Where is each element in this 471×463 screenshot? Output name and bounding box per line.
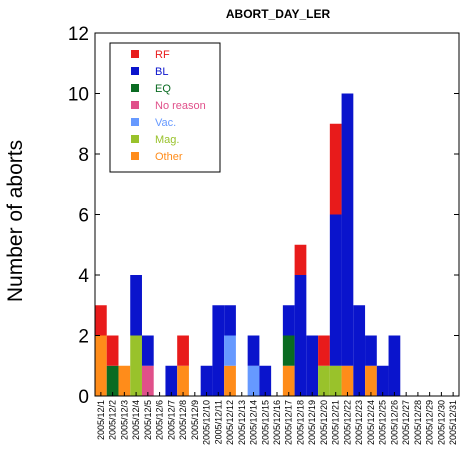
y-tick-label: 6 [78, 206, 89, 227]
x-ticks: 2005/12/1 2005/12/2 2005/12/3 2005/12/4 2005… [96, 392, 458, 445]
x-tick-label: 2005/12/22 [342, 400, 352, 445]
x-tick-label: 2005/12/5 [143, 400, 153, 440]
x-tick-label: 2005/12/12 [225, 400, 235, 445]
y-axis-label: Number of aborts [4, 140, 27, 302]
x-tick-label: 2005/12/23 [354, 400, 364, 445]
x-tick-label: 2005/12/3 [119, 400, 129, 440]
bar-segment-bl-5 [141, 335, 154, 366]
bar-segment-other-8 [177, 365, 189, 396]
y-tick-label: 10 [68, 85, 89, 106]
x-tick-label: 2005/12/9 [190, 400, 200, 440]
legend-label-eq: EQ [155, 83, 171, 95]
bar-segment-other-3 [118, 365, 131, 396]
legend-swatch-no-reason [131, 101, 139, 109]
x-tick-label: 2005/12/25 [378, 400, 388, 445]
x-tick-label: 2005/12/29 [425, 400, 435, 445]
legend-label-rf: RF [155, 49, 170, 61]
bar-segment-bl-15 [259, 365, 272, 396]
x-tick-label: 2005/12/27 [401, 400, 411, 445]
bar-segment-bl-21 [329, 214, 342, 366]
bar-segment-bl-12 [224, 305, 236, 336]
legend-swatch-bl [131, 67, 139, 75]
y-ticks: 0 2 4 6 8 10 12 [68, 24, 459, 408]
bar-segment-bl-24 [365, 335, 377, 366]
legend-swatch-rf [131, 50, 139, 58]
bar-segment-bl-23 [353, 305, 366, 396]
x-tick-label: 2005/12/13 [237, 400, 247, 445]
x-tick-label: 2005/12/7 [166, 400, 176, 440]
bar-segment-vac--14 [247, 365, 260, 396]
bar-segment-other-22 [341, 365, 354, 396]
bar-segment-other-1 [95, 335, 107, 396]
bar-segment-rf-18 [294, 244, 307, 275]
bar-segment-rf-8 [177, 335, 189, 366]
bar-segment-bl-7 [165, 365, 178, 396]
x-tick-label: 2005/12/24 [366, 400, 376, 445]
y-tick-label: 8 [78, 145, 89, 166]
y-tick-label: 12 [68, 24, 89, 45]
x-tick-label: 2005/12/1 [96, 400, 106, 440]
bar-segment-bl-11 [212, 305, 225, 396]
bar-segment-eq-2 [106, 365, 119, 396]
legend-box [109, 42, 221, 173]
x-tick-label: 2005/12/26 [389, 400, 399, 445]
bar-segment-rf-20 [318, 335, 330, 366]
bar-segment-bl-4 [130, 275, 142, 336]
bar-segment-other-12 [224, 365, 236, 396]
bar-segment-bl-10 [200, 365, 213, 396]
legend-swatch-other [131, 152, 139, 160]
legend-swatch-vac- [131, 118, 139, 126]
legend-label-vac-: Vac. [155, 117, 176, 129]
bar-segment-eq-17 [282, 335, 295, 366]
bar-segment-bl-17 [282, 305, 295, 336]
legend: RF BL EQ No reason Vac. Mag. Other [109, 42, 221, 173]
x-tick-label: 2005/12/18 [295, 400, 305, 445]
bar-segment-bl-18 [294, 275, 307, 396]
bar-segment-other-17 [282, 365, 295, 396]
bar-segment-other-24 [365, 365, 377, 396]
x-tick-label: 2005/12/15 [260, 400, 270, 445]
bars-layer [95, 93, 401, 396]
x-tick-label: 2005/12/31 [448, 400, 458, 445]
y-tick-label: 2 [78, 327, 89, 348]
x-tick-label: 2005/12/4 [131, 400, 141, 440]
legend-label-mag-: Mag. [155, 134, 179, 146]
legend-label-no-reason: No reason [155, 100, 206, 112]
x-tick-label: 2005/12/8 [178, 400, 188, 440]
bar-segment-no-reason-5 [141, 365, 154, 396]
x-tick-label: 2005/12/28 [413, 400, 423, 445]
bar-segment-bl-19 [306, 335, 319, 396]
x-tick-label: 2005/12/10 [202, 400, 212, 445]
bar-segment-bl-25 [376, 365, 389, 396]
x-tick-label: 2005/12/16 [272, 400, 282, 445]
bar-segment-bl-14 [247, 335, 260, 366]
bar-segment-bl-26 [388, 335, 401, 396]
x-tick-label: 2005/12/14 [249, 400, 259, 445]
bar-segment-mag--4 [130, 335, 142, 396]
x-tick-label: 2005/12/30 [436, 400, 446, 445]
x-tick-label: 2005/12/19 [307, 400, 317, 445]
chart-title: ABORT_DAY_LER [226, 7, 331, 21]
x-tick-label: 2005/12/17 [284, 400, 294, 445]
x-tick-label: 2005/12/21 [331, 400, 341, 445]
legend-swatch-mag- [131, 135, 139, 143]
bar-segment-rf-2 [106, 335, 119, 366]
bar-segment-rf-1 [95, 305, 107, 336]
legend-label-bl: BL [155, 66, 168, 78]
y-tick-label: 4 [78, 266, 89, 287]
x-tick-label: 2005/12/6 [155, 400, 165, 440]
bar-segment-mag--20 [318, 365, 330, 396]
x-tick-label: 2005/12/11 [213, 400, 223, 444]
bar-segment-bl-22 [341, 93, 354, 366]
legend-label-other: Other [155, 151, 183, 163]
legend-swatch-eq [131, 84, 139, 92]
bar-segment-vac--12 [224, 335, 236, 366]
x-tick-label: 2005/12/20 [319, 400, 329, 445]
x-tick-label: 2005/12/2 [108, 400, 118, 440]
bar-segment-mag--21 [329, 365, 342, 396]
y-tick-label: 0 [78, 387, 89, 408]
bar-segment-rf-21 [329, 123, 342, 215]
